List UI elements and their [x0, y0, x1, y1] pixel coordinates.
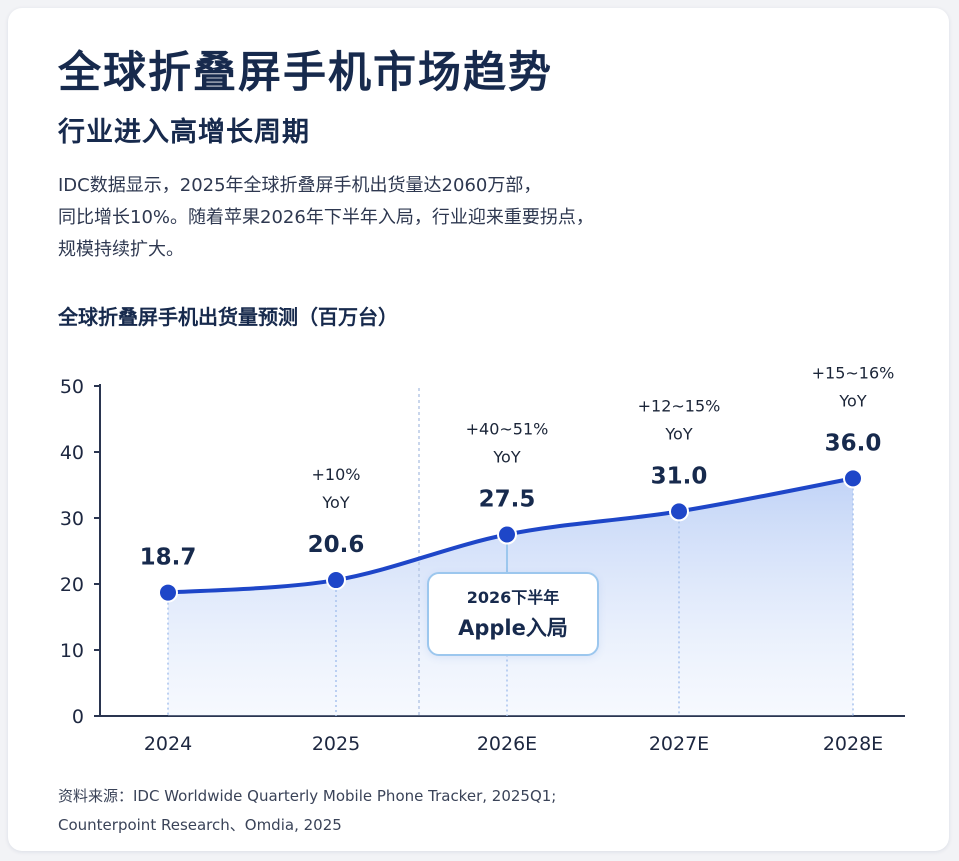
data-point [158, 582, 178, 603]
data-label: 36.0 [825, 430, 882, 456]
yoy-annotation: YoY [321, 493, 349, 512]
description-line-1: IDC数据显示，2025年全球折叠屏手机出货量达2060万部， [58, 175, 542, 196]
yoy-annotation: YoY [838, 391, 866, 410]
data-label: 18.7 [140, 545, 197, 571]
yoy-annotation: YoY [492, 448, 520, 467]
data-point [497, 524, 517, 545]
x-tick-label: 2024 [144, 733, 192, 755]
yoy-annotation: +12~15% [638, 396, 721, 415]
yoy-annotation: +15~16% [812, 363, 895, 382]
y-tick-label: 50 [60, 376, 84, 398]
data-label: 31.0 [651, 463, 708, 489]
description: IDC数据显示，2025年全球折叠屏手机出货量达2060万部， 同比增长10%。… [58, 170, 758, 266]
y-tick-label: 40 [60, 442, 84, 464]
data-point [326, 570, 346, 591]
page-subtitle: 行业进入高增长周期 [58, 117, 310, 148]
data-label: 20.6 [308, 532, 365, 558]
x-tick-label: 2026E [477, 733, 537, 755]
y-tick-label: 30 [60, 508, 84, 530]
x-tick-label: 2027E [649, 733, 709, 755]
data-point [843, 468, 863, 489]
description-line-2: 同比增长10%。随着苹果2026年下半年入局，行业迎来重要拐点， [58, 207, 594, 228]
y-tick-label: 20 [60, 574, 84, 596]
page-title: 全球折叠屏手机市场趋势 [58, 48, 553, 98]
chart-title: 全球折叠屏手机出货量预测（百万台） [58, 305, 398, 329]
source-line-1: 资料来源：IDC Worldwide Quarterly Mobile Phon… [58, 787, 557, 805]
callout-line-1: 2026下半年 [466, 588, 560, 607]
source-line-2: Counterpoint Research、Omdia, 2025 [58, 816, 342, 834]
description-line-3: 规模持续扩大。 [58, 239, 184, 260]
x-tick-label: 2028E [823, 733, 883, 755]
data-label: 27.5 [479, 487, 536, 513]
yoy-annotation: +40~51% [466, 420, 549, 439]
y-tick-label: 0 [72, 706, 84, 728]
callout-line-2: Apple入局 [458, 616, 568, 640]
x-tick-label: 2025 [312, 733, 360, 755]
apple-entry-callout: 2026下半年 Apple入局 [427, 572, 599, 656]
source-note: 资料来源：IDC Worldwide Quarterly Mobile Phon… [58, 782, 556, 840]
yoy-annotation: +10% [312, 465, 361, 484]
y-tick-label: 10 [60, 640, 84, 662]
data-point [669, 501, 689, 522]
yoy-annotation: YoY [664, 424, 692, 443]
